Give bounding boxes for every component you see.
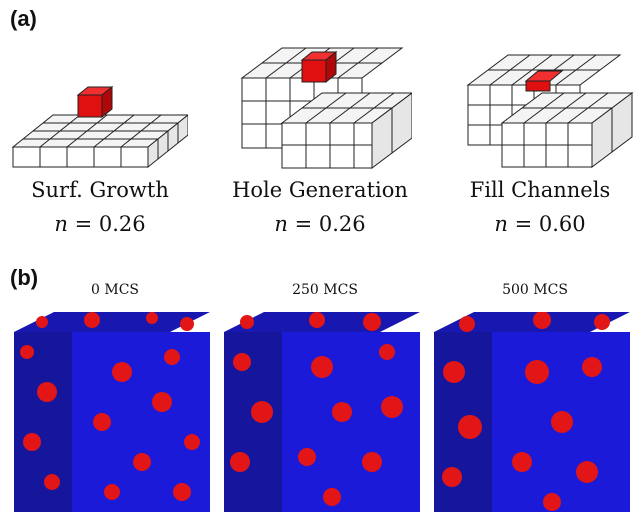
panel-a-label: (a) [10, 6, 37, 31]
time-label-0: 0 MCS [91, 282, 139, 298]
microstructure-cube-250 [224, 312, 420, 512]
n-value-hole-generation: n = 0.26 [274, 212, 366, 236]
microstructure-cube-0 [14, 312, 210, 512]
caption-hole-generation: Hole Generation [232, 178, 408, 202]
panel-b-label: (b) [10, 265, 39, 290]
time-label-500: 500 MCS [502, 282, 568, 298]
time-label-250: 250 MCS [292, 282, 358, 298]
fill-channels-diagram [466, 54, 634, 168]
hole-generation-diagram [240, 47, 412, 169]
surface-growth-diagram [11, 85, 188, 169]
n-value-surface-growth: n = 0.26 [54, 212, 146, 236]
caption-surface-growth: Surf. Growth [31, 178, 169, 202]
n-value-fill-channels: n = 0.60 [494, 212, 586, 236]
microstructure-cube-500 [434, 312, 630, 512]
caption-fill-channels: Fill Channels [469, 178, 611, 202]
